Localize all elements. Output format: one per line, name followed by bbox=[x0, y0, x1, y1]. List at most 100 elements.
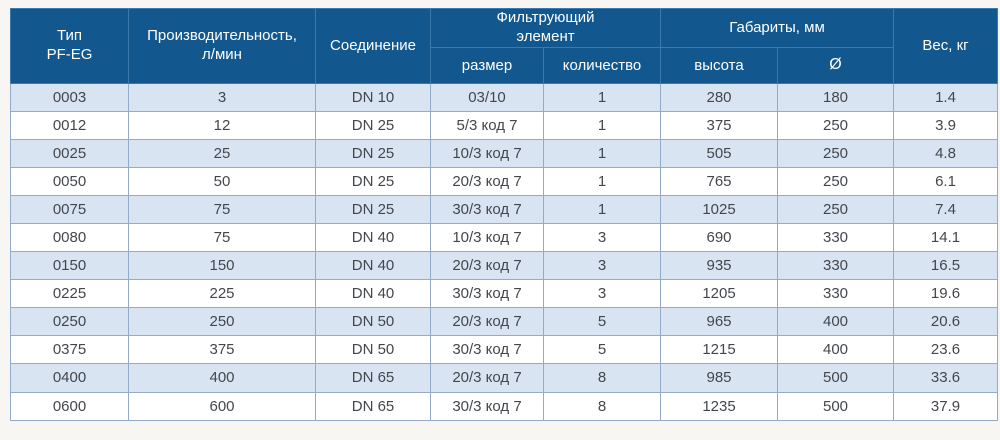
table-cell: 23.6 bbox=[893, 335, 998, 365]
table-cell: 250 bbox=[777, 166, 894, 196]
table-cell: 250 bbox=[777, 194, 894, 224]
table-cell: 375 bbox=[660, 110, 778, 140]
table-cell: 75 bbox=[128, 194, 316, 224]
table-cell: 12 bbox=[128, 110, 316, 140]
table-cell: 690 bbox=[660, 222, 778, 253]
table-cell: DN 40 bbox=[315, 251, 431, 281]
header-weight: Вес, кг bbox=[893, 8, 998, 84]
header-capacity: Производительность, л/мин bbox=[128, 8, 316, 84]
table-row: 0250 250 DN 50 20/3 код 7 5 965 400 20.6 bbox=[10, 307, 998, 337]
table-row: 0050 50 DN 25 20/3 код 7 1 765 250 6.1 bbox=[10, 166, 998, 196]
table-cell: 250 bbox=[128, 307, 316, 337]
table-cell: 0400 bbox=[10, 363, 129, 393]
table-cell: 0012 bbox=[10, 110, 129, 140]
table-cell: 0075 bbox=[10, 194, 129, 224]
table-row: 0075 75 DN 25 30/3 код 7 1 1025 250 7.4 bbox=[10, 194, 998, 224]
table-cell: 20.6 bbox=[893, 307, 998, 337]
table-row: 0003 3 DN 10 03/10 1 280 180 1.4 bbox=[10, 82, 998, 112]
table-cell: 20/3 код 7 bbox=[430, 166, 544, 196]
header-size-label: размер bbox=[461, 56, 513, 74]
table-cell: 0375 bbox=[10, 335, 129, 365]
table-cell: 1215 bbox=[660, 335, 778, 365]
table-cell: 330 bbox=[777, 222, 894, 253]
header-height-label: высота bbox=[694, 56, 744, 74]
table-cell: 5/3 код 7 bbox=[430, 110, 544, 140]
table-cell: 3 bbox=[543, 279, 661, 309]
header-dimensions-group: Габариты, мм bbox=[660, 8, 894, 48]
table-cell: 7.4 bbox=[893, 194, 998, 224]
header-dimensions-label: Габариты, мм bbox=[729, 19, 825, 37]
table-cell: 0150 bbox=[10, 251, 129, 281]
table-cell: DN 25 bbox=[315, 110, 431, 140]
header-type: Тип PF-EG bbox=[10, 8, 129, 84]
table-cell: 400 bbox=[128, 363, 316, 393]
table-cell: 1.4 bbox=[893, 82, 998, 112]
table-cell: 14.1 bbox=[893, 222, 998, 253]
table-cell: 935 bbox=[660, 251, 778, 281]
table-cell: 250 bbox=[777, 110, 894, 140]
table-header: Тип PF-EG Производительность, л/мин Соед… bbox=[10, 8, 998, 84]
table-cell: 10/3 код 7 bbox=[430, 138, 544, 168]
table-cell: 0003 bbox=[10, 82, 129, 112]
table-cell: 30/3 код 7 bbox=[430, 279, 544, 309]
table-cell: DN 25 bbox=[315, 194, 431, 224]
table-cell: 30/3 код 7 bbox=[430, 194, 544, 224]
header-weight-label: Вес, кг bbox=[922, 37, 969, 55]
table-row: 0025 25 DN 25 10/3 код 7 1 505 250 4.8 bbox=[10, 138, 998, 168]
table-cell: 30/3 код 7 bbox=[430, 335, 544, 365]
table-cell: 4.8 bbox=[893, 138, 998, 168]
table-cell: 0050 bbox=[10, 166, 129, 196]
table-cell: 225 bbox=[128, 279, 316, 309]
header-diameter: Ø bbox=[777, 46, 894, 84]
table-cell: DN 65 bbox=[315, 363, 431, 393]
table-cell: 280 bbox=[660, 82, 778, 112]
table-row: 0600 600 DN 65 30/3 код 7 8 1235 500 37.9 bbox=[10, 391, 998, 421]
table-cell: 3 bbox=[128, 82, 316, 112]
table-cell: 330 bbox=[777, 251, 894, 281]
header-quantity-label: количество bbox=[562, 56, 642, 74]
table-cell: 0225 bbox=[10, 279, 129, 309]
header-row-top: Тип PF-EG Производительность, л/мин Соед… bbox=[10, 8, 998, 84]
table-cell: 37.9 bbox=[893, 391, 998, 421]
table-cell: 400 bbox=[777, 335, 894, 365]
table-cell: 3.9 bbox=[893, 110, 998, 140]
table-cell: 20/3 код 7 bbox=[430, 251, 544, 281]
header-row-sub: размер количество высота Ø bbox=[11, 46, 998, 84]
table-cell: 16.5 bbox=[893, 251, 998, 281]
header-connection: Соединение bbox=[315, 8, 431, 84]
header-quantity: количество bbox=[543, 46, 661, 84]
header-type-label: Тип PF-EG bbox=[46, 27, 93, 63]
header-size: размер bbox=[430, 46, 544, 84]
table-cell: 6.1 bbox=[893, 166, 998, 196]
header-height: высота bbox=[660, 46, 778, 84]
table-row: 0225 225 DN 40 30/3 код 7 3 1205 330 19.6 bbox=[10, 279, 998, 309]
table-cell: 1 bbox=[543, 110, 661, 140]
table-cell: 20/3 код 7 bbox=[430, 307, 544, 337]
table-cell: 500 bbox=[777, 391, 894, 421]
header-filter-element-group: Фильтрующий элемент bbox=[430, 8, 661, 48]
table-cell: DN 25 bbox=[315, 166, 431, 196]
table-cell: 8 bbox=[543, 391, 661, 421]
table-cell: DN 10 bbox=[315, 82, 431, 112]
table-cell: 20/3 код 7 bbox=[430, 363, 544, 393]
table-cell: 19.6 bbox=[893, 279, 998, 309]
table-cell: 25 bbox=[128, 138, 316, 168]
table-cell: 30/3 код 7 bbox=[430, 391, 544, 421]
table-row: 0150 150 DN 40 20/3 код 7 3 935 330 16.5 bbox=[10, 251, 998, 281]
table-cell: 985 bbox=[660, 363, 778, 393]
table-cell: DN 25 bbox=[315, 138, 431, 168]
table-cell: 33.6 bbox=[893, 363, 998, 393]
table-cell: 505 bbox=[660, 138, 778, 168]
table-cell: 5 bbox=[543, 335, 661, 365]
header-filter-element-label: Фильтрующий элемент bbox=[496, 9, 595, 45]
table-cell: 1205 bbox=[660, 279, 778, 309]
table-cell: 0080 bbox=[10, 222, 129, 253]
table-row: 0375 375 DN 50 30/3 код 7 5 1215 400 23.6 bbox=[10, 335, 998, 365]
table-cell: 0600 bbox=[10, 391, 129, 421]
table-cell: 5 bbox=[543, 307, 661, 337]
table-cell: DN 40 bbox=[315, 279, 431, 309]
table-cell: 150 bbox=[128, 251, 316, 281]
table-body: 0003 3 DN 10 03/10 1 280 180 1.4 0012 12 DN 25 5/3… bbox=[10, 82, 998, 421]
table-cell: 765 bbox=[660, 166, 778, 196]
table-cell: 0025 bbox=[10, 138, 129, 168]
